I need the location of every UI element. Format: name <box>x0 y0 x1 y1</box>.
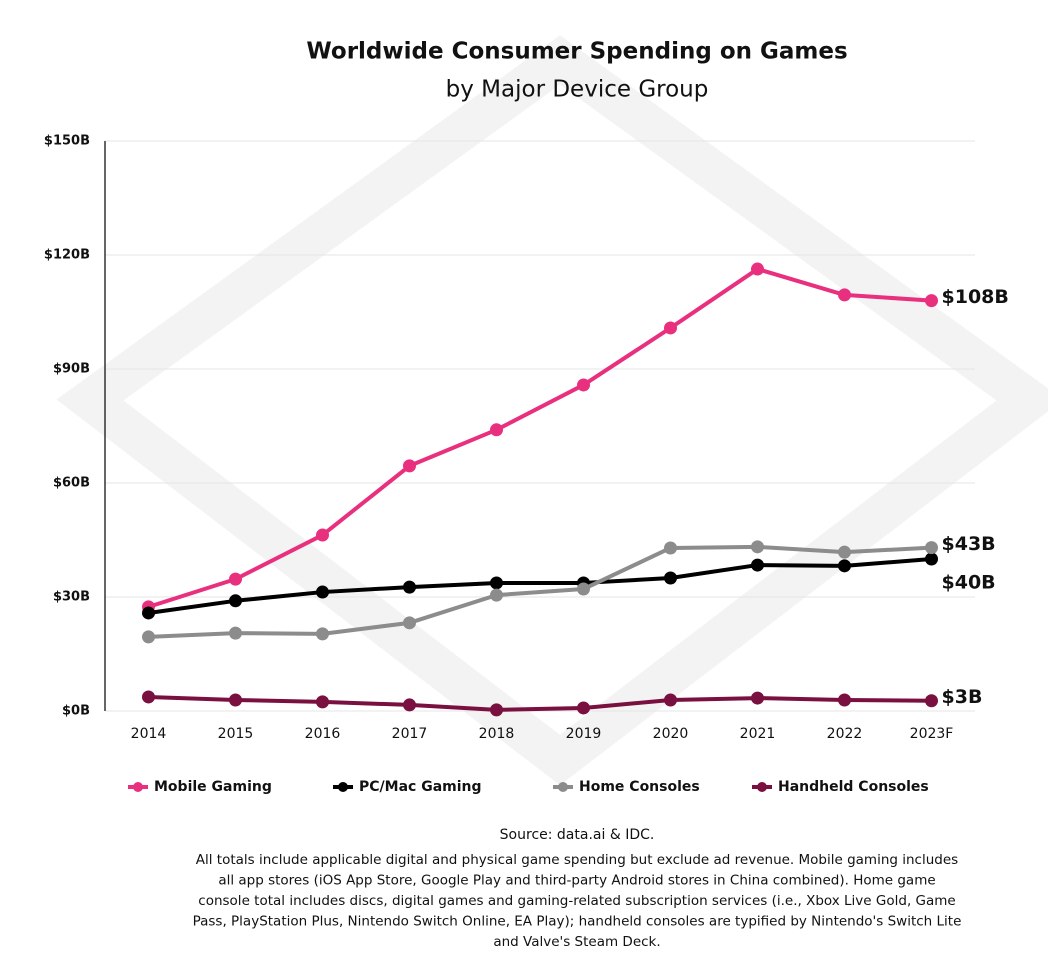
data-point <box>664 693 677 707</box>
data-point <box>925 541 938 555</box>
value-label: $108B <box>942 286 1009 308</box>
note-line: Pass, PlayStation Plus, Nintendo Switch … <box>193 914 962 930</box>
chart-subtitle: by Major Device Group <box>446 77 709 103</box>
data-point <box>838 693 851 707</box>
data-point <box>664 321 677 335</box>
data-point <box>229 572 242 586</box>
data-point <box>838 288 851 302</box>
series-line <box>148 557 932 615</box>
watermark <box>56 35 1048 786</box>
data-point <box>490 703 503 717</box>
y-tick-label: $0B <box>62 704 90 719</box>
data-point <box>316 695 329 709</box>
data-point <box>751 540 764 554</box>
data-point <box>751 691 764 705</box>
data-point <box>316 585 329 599</box>
data-point <box>490 588 503 602</box>
data-point <box>142 606 155 620</box>
value-label: $40B <box>942 572 996 594</box>
legend-marker <box>338 782 348 792</box>
data-point <box>403 580 416 594</box>
y-tick-label: $120B <box>44 248 90 263</box>
note-line: and Valve's Steam Deck. <box>493 934 660 950</box>
note-line: all app stores (iOS App Store, Google Pl… <box>218 873 935 889</box>
x-tick-label: 2016 <box>305 726 341 742</box>
y-tick-label: $90B <box>53 362 90 377</box>
x-tick-label: 2018 <box>479 726 515 742</box>
series-line <box>148 694 932 712</box>
x-tick-label: 2015 <box>218 726 254 742</box>
x-tick-label: 2023F <box>910 726 954 742</box>
data-point <box>229 693 242 707</box>
y-tick-label: $30B <box>53 590 90 605</box>
y-tick-label: $60B <box>53 476 90 491</box>
x-tick-label: 2019 <box>566 726 602 742</box>
data-point <box>490 423 503 437</box>
data-point <box>838 559 851 573</box>
data-point <box>577 582 590 596</box>
data-point <box>316 528 329 542</box>
series-line <box>148 544 932 639</box>
legend-marker <box>558 782 568 792</box>
legend-label: Handheld Consoles <box>778 779 929 795</box>
data-point <box>490 576 503 590</box>
data-point <box>838 545 851 559</box>
legend-marker <box>133 782 143 792</box>
chart-title: Worldwide Consumer Spending on Games <box>306 39 847 65</box>
legend-marker <box>757 782 767 792</box>
data-point <box>577 701 590 715</box>
data-point <box>751 558 764 572</box>
x-tick-label: 2014 <box>131 726 167 742</box>
data-point <box>403 698 416 712</box>
data-point <box>925 294 938 308</box>
note-line: All totals include applicable digital an… <box>196 852 958 868</box>
series-line <box>147 267 932 609</box>
x-tick-label: 2017 <box>392 726 428 742</box>
data-point <box>229 594 242 608</box>
data-point <box>403 459 416 473</box>
data-point <box>229 626 242 640</box>
data-point <box>142 690 155 704</box>
x-tick-label: 2022 <box>827 726 863 742</box>
data-point <box>316 627 329 641</box>
legend-label: PC/Mac Gaming <box>359 779 482 795</box>
note-line: console total includes discs, digital ga… <box>198 893 955 909</box>
legend-label: Mobile Gaming <box>154 779 272 795</box>
data-point <box>664 541 677 555</box>
legend-label: Home Consoles <box>579 779 700 795</box>
x-tick-label: 2021 <box>740 726 776 742</box>
data-point <box>403 616 416 630</box>
data-point <box>751 262 764 276</box>
y-tick-label: $150B <box>44 134 90 149</box>
data-point <box>577 378 590 392</box>
data-point <box>142 630 155 644</box>
x-tick-label: 2020 <box>653 726 689 742</box>
source: Source: data.ai & IDC. <box>500 827 655 843</box>
data-point <box>664 571 677 585</box>
value-label: $3B <box>942 686 983 708</box>
value-label: $43B <box>942 533 996 555</box>
data-point <box>925 552 938 566</box>
data-point <box>925 694 938 708</box>
